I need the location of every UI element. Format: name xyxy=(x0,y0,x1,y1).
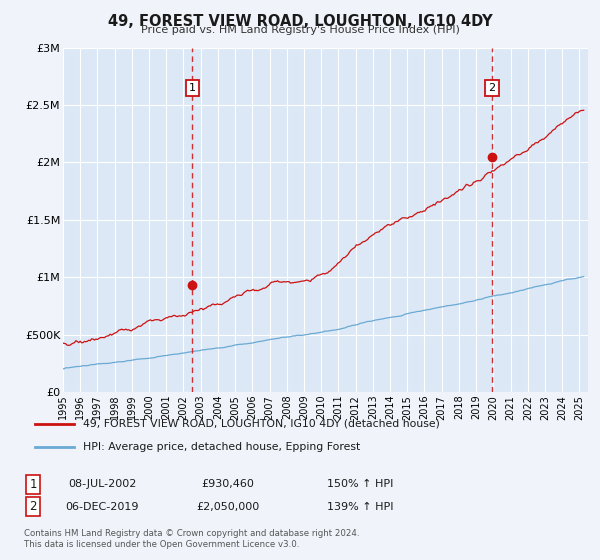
Text: Price paid vs. HM Land Registry's House Price Index (HPI): Price paid vs. HM Land Registry's House … xyxy=(140,25,460,35)
Text: 49, FOREST VIEW ROAD, LOUGHTON, IG10 4DY (detached house): 49, FOREST VIEW ROAD, LOUGHTON, IG10 4DY… xyxy=(83,419,439,429)
Text: 1: 1 xyxy=(189,83,196,93)
Text: 1: 1 xyxy=(29,478,37,491)
Text: 2: 2 xyxy=(29,500,37,514)
Text: HPI: Average price, detached house, Epping Forest: HPI: Average price, detached house, Eppi… xyxy=(83,442,360,452)
Text: This data is licensed under the Open Government Licence v3.0.: This data is licensed under the Open Gov… xyxy=(24,540,299,549)
Text: 08-JUL-2002: 08-JUL-2002 xyxy=(68,479,136,489)
Text: £2,050,000: £2,050,000 xyxy=(196,502,260,512)
Text: 06-DEC-2019: 06-DEC-2019 xyxy=(65,502,139,512)
Text: 139% ↑ HPI: 139% ↑ HPI xyxy=(327,502,393,512)
Text: Contains HM Land Registry data © Crown copyright and database right 2024.: Contains HM Land Registry data © Crown c… xyxy=(24,529,359,538)
Text: £930,460: £930,460 xyxy=(202,479,254,489)
Text: 150% ↑ HPI: 150% ↑ HPI xyxy=(327,479,393,489)
Text: 2: 2 xyxy=(488,83,496,93)
Text: 49, FOREST VIEW ROAD, LOUGHTON, IG10 4DY: 49, FOREST VIEW ROAD, LOUGHTON, IG10 4DY xyxy=(107,14,493,29)
